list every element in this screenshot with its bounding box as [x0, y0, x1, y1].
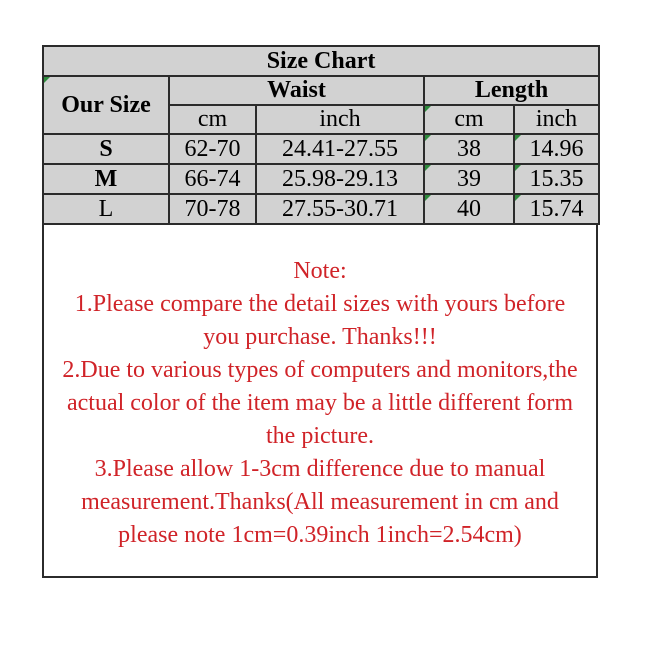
- column-header-waist-cm: cm: [168, 104, 257, 135]
- error-indicator-icon: [425, 135, 431, 141]
- note-line: actual color of the item may be a little…: [66, 390, 574, 416]
- table-unit-header-row: cm inch cm inch: [43, 104, 601, 135]
- column-header-length-inch: inch: [512, 104, 601, 135]
- table-row-size-l: L 70-78 27.55-30.71 40 15.74: [42, 193, 601, 225]
- cell-m-waist-cm: 66-74: [168, 163, 257, 195]
- cell-l-waist-cm: 70-78: [168, 193, 257, 225]
- column-header-length-cm: cm: [423, 104, 515, 135]
- cell-s-length-inch: 14.96: [512, 133, 601, 165]
- error-indicator-icon: [425, 106, 431, 112]
- cell-m-length-inch-value: 15.35: [529, 165, 584, 192]
- table-row-size-s: S 62-70 24.41-27.55 38 14.96: [42, 133, 601, 165]
- column-header-length-cm-label: cm: [454, 106, 484, 132]
- error-indicator-icon: [515, 135, 521, 141]
- cell-size-m: M: [42, 163, 170, 195]
- cell-m-length-cm: 39: [423, 163, 515, 195]
- size-chart-sheet: Size Chart Our Size Waist Length cm inch…: [41, 45, 601, 578]
- cell-l-length-inch-value: 15.74: [529, 195, 584, 222]
- note-line: 1.Please compare the detail sizes with y…: [74, 291, 566, 317]
- cell-s-length-inch-value: 14.96: [529, 135, 584, 162]
- cell-s-length-cm: 38: [423, 133, 515, 165]
- error-indicator-icon: [425, 165, 431, 171]
- error-indicator-icon: [515, 195, 521, 201]
- table-group-header-row: Our Size Waist Length: [42, 75, 601, 135]
- note-heading: Note:: [293, 258, 347, 284]
- note-line: the picture.: [266, 423, 374, 449]
- cell-l-length-cm: 40: [423, 193, 515, 225]
- column-header-our-size-label: Our Size: [61, 91, 151, 118]
- error-indicator-icon: [425, 195, 431, 201]
- error-indicator-icon: [515, 165, 521, 171]
- cell-s-length-cm-value: 38: [457, 135, 481, 162]
- note-line: please note 1cm=0.39inch 1inch=2.54cm): [118, 522, 522, 548]
- cell-m-length-cm-value: 39: [457, 165, 481, 192]
- cell-size-l: L: [42, 193, 170, 225]
- cell-m-waist-inch: 25.98-29.13: [255, 163, 425, 195]
- table-title-row: Size Chart: [41, 45, 601, 77]
- error-indicator-icon: [44, 77, 50, 83]
- cell-l-length-inch: 15.74: [512, 193, 601, 225]
- note-line: you purchase. Thanks!!!: [203, 324, 437, 350]
- cell-size-s: S: [42, 133, 170, 165]
- note-section: Note: 1.Please compare the detail sizes …: [42, 225, 598, 578]
- note-line: 3.Please allow 1-3cm difference due to m…: [94, 456, 546, 482]
- cell-s-waist-cm: 62-70: [168, 133, 257, 165]
- column-header-our-size: Our Size: [42, 75, 170, 135]
- column-group-length: Length: [422, 75, 601, 106]
- note-line: 2.Due to various types of computers and …: [62, 357, 578, 383]
- cell-l-length-cm-value: 40: [457, 195, 481, 222]
- cell-l-waist-inch: 27.55-30.71: [255, 193, 425, 225]
- column-group-waist: Waist: [168, 75, 425, 106]
- cell-m-length-inch: 15.35: [512, 163, 601, 195]
- cell-s-waist-inch: 24.41-27.55: [255, 133, 425, 165]
- size-chart-table: Size Chart Our Size Waist Length cm inch…: [41, 45, 601, 225]
- size-chart-title: Size Chart: [41, 45, 601, 77]
- note-line: measurement.Thanks(All measurement in cm…: [81, 489, 559, 515]
- column-header-waist-inch: inch: [255, 104, 425, 135]
- table-row-size-m: M 66-74 25.98-29.13 39 15.35: [42, 163, 601, 195]
